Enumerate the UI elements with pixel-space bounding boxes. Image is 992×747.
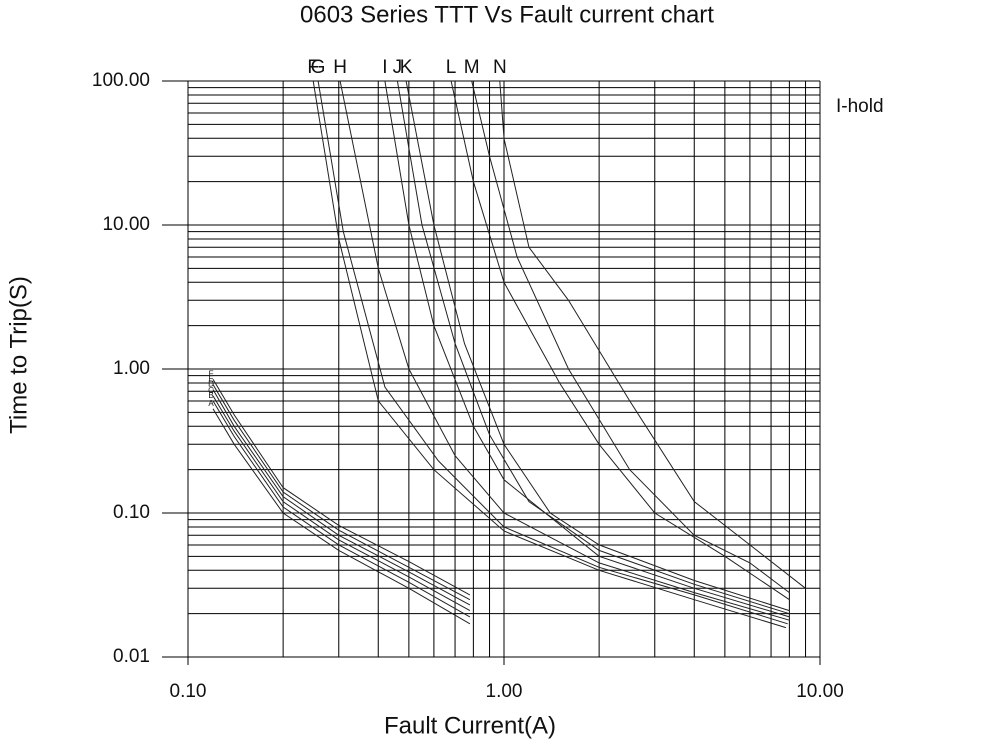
y-tick-label: 1.00 <box>113 358 150 379</box>
x-axis-label: Fault Current(A) <box>384 712 556 739</box>
x-tick-label: 0.10 <box>170 681 207 702</box>
series-label: L <box>446 57 457 78</box>
curve <box>384 80 790 618</box>
curve <box>212 384 471 601</box>
y-tick-label: 10.00 <box>102 214 150 235</box>
series-label: G <box>311 57 326 78</box>
curve <box>212 400 471 618</box>
x-tick-label: 1.00 <box>486 681 523 702</box>
y-axis-label: Time to Trip(S) <box>5 276 32 434</box>
series-label: C <box>208 386 214 395</box>
series-label: K <box>400 57 413 78</box>
series-label: B <box>208 391 213 400</box>
curve <box>339 80 790 621</box>
series-label: E <box>208 375 213 384</box>
curve <box>212 408 471 625</box>
curve <box>212 378 471 596</box>
series-label: I <box>382 57 387 78</box>
curve <box>471 80 790 593</box>
series-label: D <box>208 380 214 389</box>
series-label: H <box>333 57 347 78</box>
curve <box>396 80 790 615</box>
y-tick-label: 0.10 <box>113 502 150 523</box>
curve <box>212 395 471 612</box>
series-label: M <box>464 57 480 78</box>
y-tick-label: 100.00 <box>92 70 150 91</box>
curve <box>405 80 790 612</box>
series-label: N <box>493 57 507 78</box>
curve <box>312 80 787 629</box>
y-tick-label: 0.01 <box>113 646 150 667</box>
series-label: J <box>393 57 403 78</box>
curve <box>450 80 790 601</box>
curve <box>499 80 806 589</box>
series-label: A <box>208 399 214 408</box>
curve <box>317 80 788 625</box>
chart-title: 0603 Series TTT Vs Fault current chart <box>300 1 714 28</box>
x-tick-label: 10.00 <box>796 681 844 702</box>
curve <box>212 389 471 606</box>
series-label: F <box>307 57 319 78</box>
series-label: F <box>209 369 214 378</box>
annotation: I-hold <box>836 96 884 117</box>
